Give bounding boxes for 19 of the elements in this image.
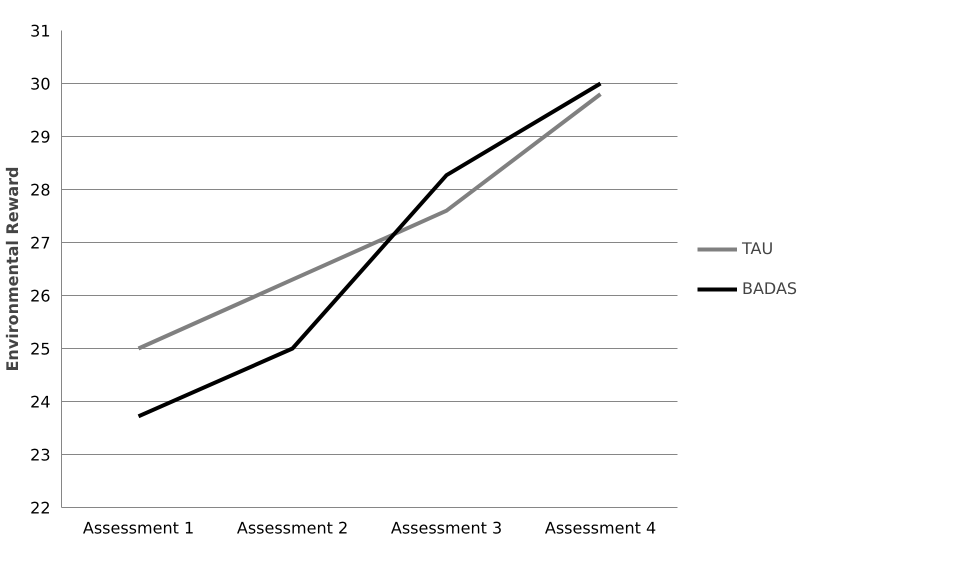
y-tick-label: 22: [30, 498, 50, 518]
y-tick-label: 28: [30, 180, 50, 200]
y-tick-label: 25: [30, 340, 50, 358]
y-tick-label: 26: [30, 286, 50, 306]
line-series: [136, 82, 602, 418]
y-tick-label: 23: [30, 446, 50, 464]
legend-label: BADAS: [742, 279, 798, 298]
y-axis-title: Environmental Reward: [3, 166, 22, 372]
x-tick-label: Assessment 2: [236, 518, 348, 538]
y-tick-label: 30: [30, 74, 50, 94]
y-tick-label: 27: [30, 234, 50, 252]
legend-label: TAU: [742, 239, 774, 258]
y-tick-label: 29: [30, 128, 50, 146]
y-tick-label: 31: [30, 22, 50, 40]
x-tick-label: Assessment 3: [390, 518, 502, 538]
x-tick-label: Assessment 1: [82, 518, 194, 538]
x-tick-label: Assessment 4: [544, 518, 656, 538]
line-series: [136, 92, 602, 350]
y-tick-label: 24: [30, 392, 50, 412]
